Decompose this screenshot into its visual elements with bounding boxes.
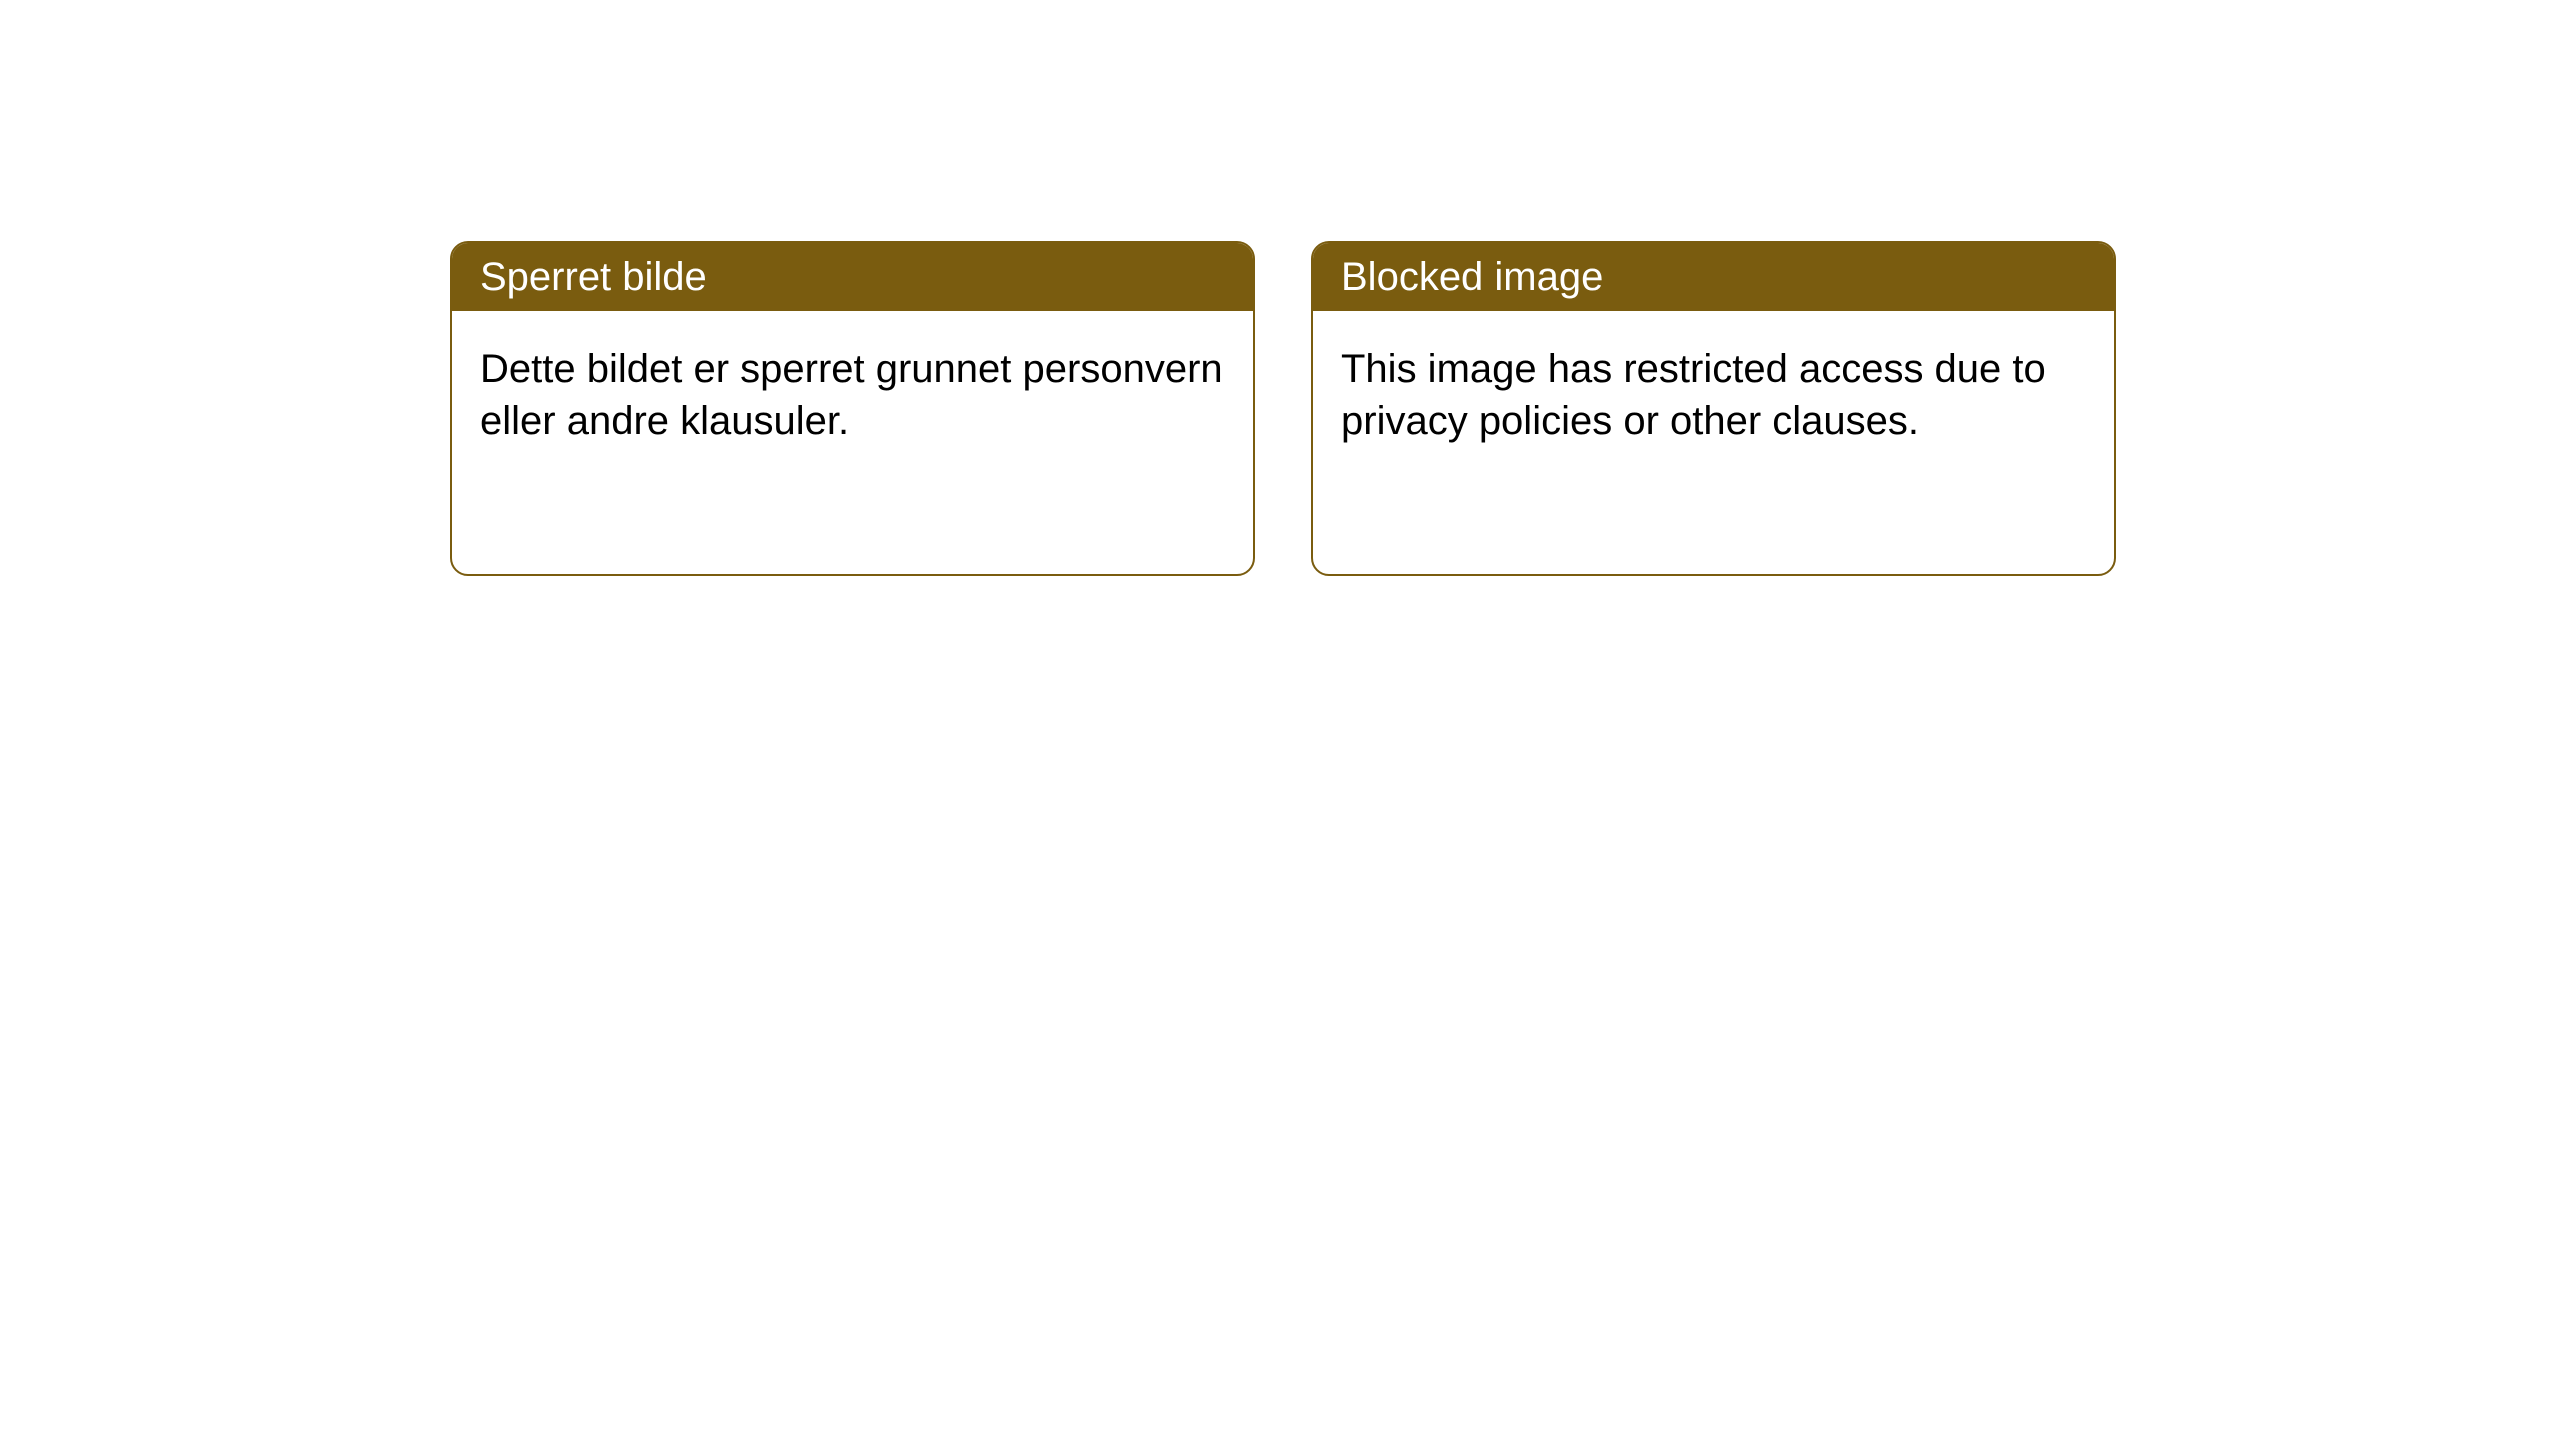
card-title-no: Sperret bilde: [452, 243, 1253, 311]
card-body-no: Dette bildet er sperret grunnet personve…: [452, 311, 1253, 479]
blocked-image-card-en: Blocked image This image has restricted …: [1311, 241, 2116, 576]
notice-container: Sperret bilde Dette bildet er sperret gr…: [0, 0, 2560, 576]
card-body-en: This image has restricted access due to …: [1313, 311, 2114, 479]
card-title-en: Blocked image: [1313, 243, 2114, 311]
blocked-image-card-no: Sperret bilde Dette bildet er sperret gr…: [450, 241, 1255, 576]
